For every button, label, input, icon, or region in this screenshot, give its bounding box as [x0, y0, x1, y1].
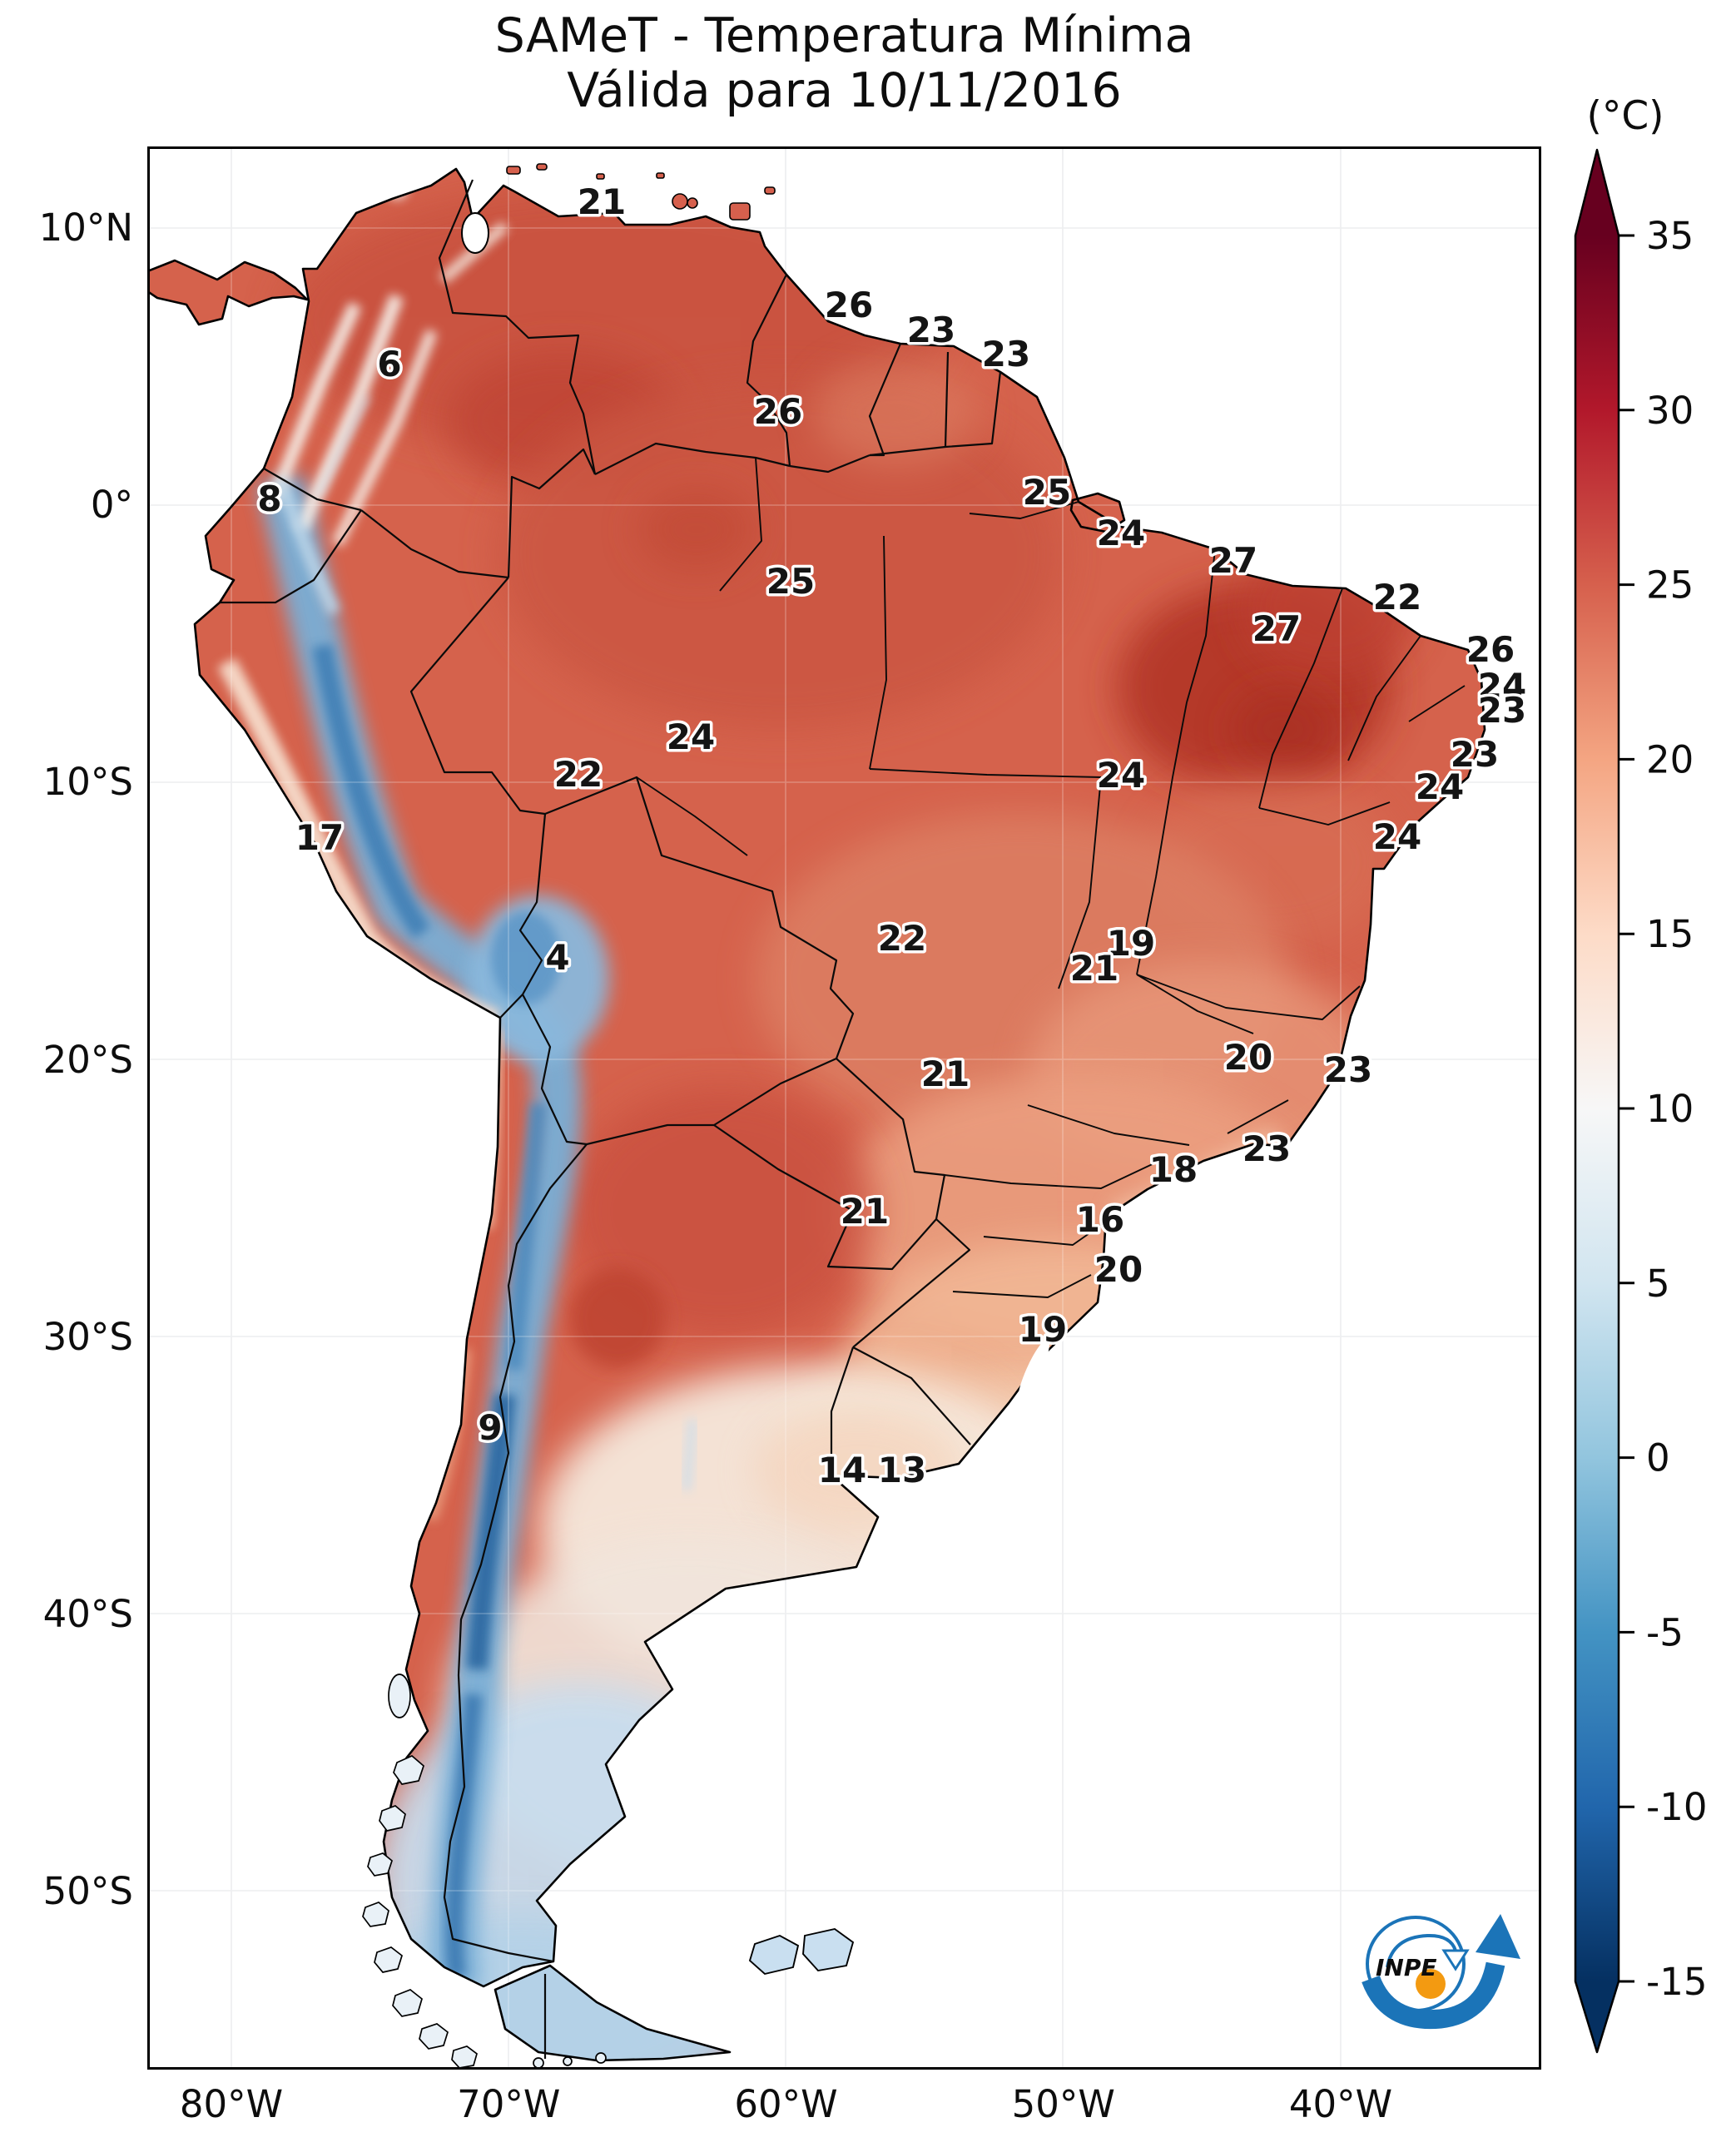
lagoa-dos-patos — [1018, 1339, 1049, 1404]
station-temp-label: 24 — [1097, 755, 1145, 796]
map-frame — [147, 146, 1541, 2070]
station-temp-label: 4 — [545, 937, 569, 978]
station-temp-label: 20 — [1094, 1249, 1143, 1290]
country-borders — [220, 179, 1002, 2059]
station-temp-label: 22 — [878, 918, 926, 959]
lat-tick-label: 0° — [90, 483, 133, 528]
title-line-2: Válida para 10/11/2016 — [567, 63, 1122, 118]
station-temp-label: 25 — [1023, 472, 1071, 513]
lon-tick-label: 60°W — [734, 2082, 838, 2126]
logo-text: INPE — [1376, 1954, 1437, 1981]
station-temp-label: 9 — [478, 1407, 502, 1448]
station-temp-label: 24 — [1478, 666, 1526, 707]
lat-tick-label: 10°S — [42, 760, 133, 805]
lat-tick-label: 50°S — [42, 1869, 133, 1914]
state-borders — [636, 457, 1466, 1298]
station-temp-label: 21 — [1070, 948, 1118, 989]
station-temp-label: 26 — [825, 285, 873, 325]
colorbar-tick-label: -15 — [1646, 1960, 1708, 2004]
islands — [362, 163, 1049, 2069]
lon-tick-label: 50°W — [1011, 2082, 1115, 2126]
lon-tick-label: 70°W — [457, 2082, 561, 2126]
colorbar-tick-label: 20 — [1646, 737, 1694, 781]
station-temp-label: 20 — [1224, 1037, 1272, 1078]
station-temp-label: 27 — [1252, 608, 1301, 649]
station-temp-label: 25 — [766, 561, 815, 602]
station-temp-label: 23 — [982, 334, 1030, 374]
station-temp-label: 23 — [1324, 1049, 1372, 1090]
colorbar: 35 30 25 20 15 10 5 0 -5 -10 -15 — [1574, 148, 1708, 2054]
colorbar-ticks: 35 30 25 20 15 10 5 0 -5 -10 -15 — [1619, 214, 1708, 2004]
station-temp-label: 13 — [878, 1450, 926, 1490]
station-temp-label: 23 — [907, 310, 955, 350]
station-temp-label: 21 — [921, 1054, 970, 1094]
colorbar-tick-label: 35 — [1646, 214, 1694, 258]
station-temp-label: 23 — [1478, 690, 1526, 731]
page-title: SAMeT - Temperatura Mínima Válida para 1… — [147, 8, 1541, 118]
logo-arrow-up-icon — [1476, 1914, 1520, 1959]
station-temp-label: 23 — [1451, 734, 1499, 775]
station-temp-label: 14 — [818, 1450, 866, 1490]
station-temp-label: 19 — [1107, 923, 1155, 964]
station-temp-label: 17 — [295, 817, 344, 858]
colorbar-unit-label: (°C) — [1586, 93, 1664, 139]
station-temp-label: 26 — [1466, 629, 1515, 670]
lon-tick-label: 40°W — [1288, 2082, 1393, 2126]
station-temp-label: 24 — [1416, 766, 1464, 807]
lon-tick-label: 80°W — [179, 2082, 284, 2126]
colorbar-gradient-bar — [1574, 148, 1620, 2054]
station-temp-label: 22 — [554, 754, 603, 795]
lat-tick-label: 40°S — [42, 1591, 133, 1636]
station-temp-label: 16 — [1076, 1199, 1124, 1240]
station-temp-label: 8 — [257, 478, 281, 519]
colorbar-tick-label: -10 — [1646, 1785, 1708, 1829]
lat-tick-label: 20°S — [42, 1037, 133, 1082]
station-temp-label: 18 — [1149, 1149, 1198, 1190]
station-temp-label: 22 — [1373, 577, 1421, 617]
colorbar-tick-label: -5 — [1646, 1610, 1684, 1654]
station-temp-label: 24 — [1097, 513, 1145, 553]
colorbar-tick-label: 0 — [1646, 1436, 1670, 1480]
station-temp-label: 21 — [841, 1191, 889, 1232]
title-line-1: SAMeT - Temperatura Mínima — [494, 8, 1194, 63]
station-temp-label: 23 — [1242, 1128, 1291, 1169]
station-temp-label: 21 — [578, 181, 626, 222]
station-temp-label: 24 — [1373, 816, 1421, 857]
lat-tick-label: 10°N — [38, 206, 133, 250]
station-temp-label: 27 — [1209, 540, 1257, 581]
station-temp-label: 6 — [377, 344, 401, 384]
station-temp-label: 26 — [754, 391, 802, 432]
logo-orange-dot — [1416, 1969, 1446, 1999]
colorbar-tick-label: 25 — [1646, 563, 1694, 607]
colorbar-tick-label: 5 — [1646, 1262, 1670, 1306]
station-temp-label: 24 — [667, 717, 715, 757]
graticule-overlay — [147, 146, 1541, 2070]
inpe-logo: INPE — [1362, 1914, 1520, 2030]
colorbar-tick-label: 30 — [1646, 389, 1694, 433]
logo-arrow-down-icon — [1441, 1949, 1470, 1971]
lat-tick-label: 30°S — [42, 1314, 133, 1359]
temperature-field — [147, 169, 1485, 2060]
colorbar-tick-label: 15 — [1646, 912, 1694, 956]
lake-maracaibo — [461, 212, 489, 254]
coastline — [147, 167, 1486, 2062]
colorbar-tick-label: 10 — [1646, 1087, 1694, 1131]
station-temp-label: 19 — [1019, 1309, 1067, 1350]
